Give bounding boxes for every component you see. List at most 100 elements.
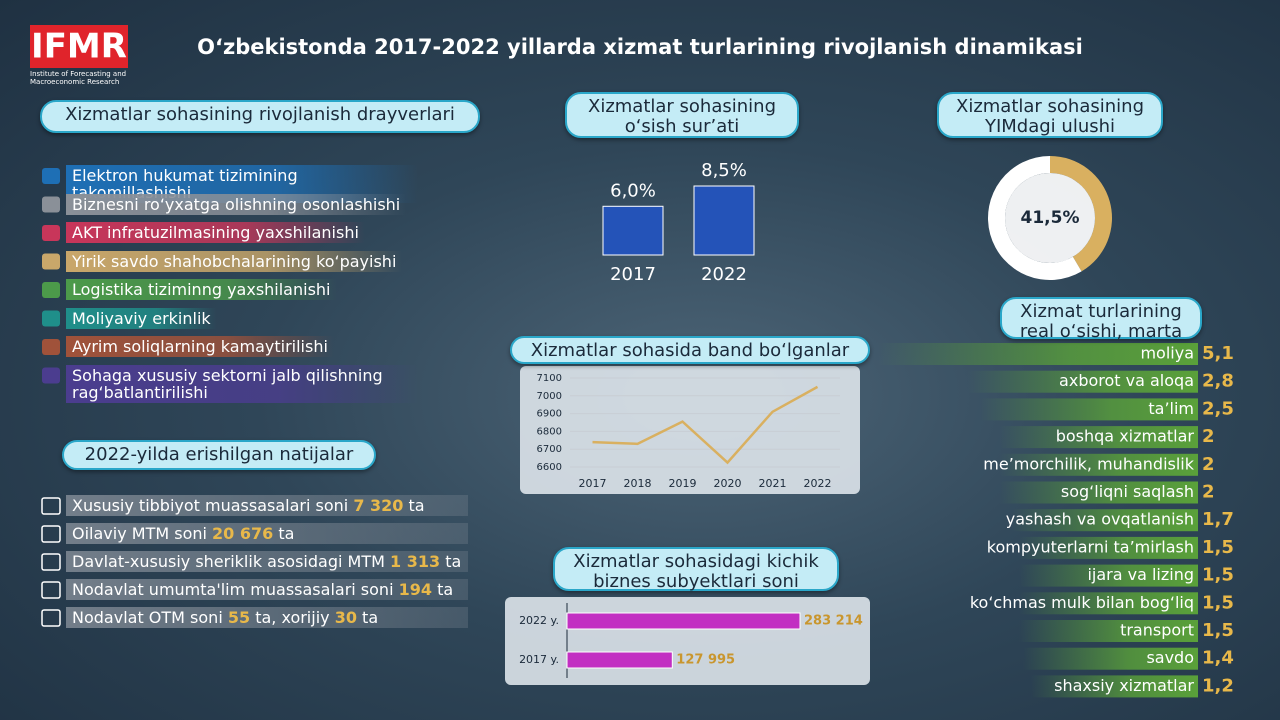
category-label: moliya (1140, 344, 1194, 363)
value-label: 2,8 (1202, 371, 1234, 392)
x-tick-label: 2022 (701, 264, 747, 285)
category-label: ijara va lizing (1087, 565, 1194, 584)
result-number: 194 (398, 580, 432, 599)
x-tick-label: 2022 (804, 477, 832, 490)
line (592, 385, 819, 465)
bar (602, 205, 664, 256)
y-tick-label: 7000 (537, 391, 562, 402)
driver-item: AKT infratuzilmasining yaxshilanishi (66, 222, 365, 243)
bar (1019, 536, 1198, 559)
result-text: ta (356, 608, 379, 627)
y-tick-label: 2022 y. (519, 614, 559, 627)
result-item: Xususiy tibbiyot muassasalari soni 7 320… (66, 495, 468, 516)
result-text: Oilaviy MTM soni (72, 524, 213, 543)
category-label: ta’lim (1148, 399, 1194, 418)
value-label: 1,7 (1202, 509, 1234, 530)
y-tick-label: 6800 (537, 426, 562, 437)
category-label: sog‘liqni saqlash (1061, 482, 1194, 501)
value-label: 6,0% (610, 180, 656, 201)
category-label: savdo (1146, 648, 1194, 667)
section-title: Xizmatlar sohasida band bo‘lganlar (510, 336, 870, 364)
y-tick-label: 2017 y. (519, 653, 559, 666)
logo: IFMR (31, 27, 127, 67)
result-text: Nodavlat umumta'lim muassasalari soni (72, 580, 399, 599)
section-title: Xizmatlar sohasidagi kichik biznes subye… (553, 547, 839, 592)
pie-slice (987, 156, 1082, 281)
x-tick-label: 2018 (624, 477, 652, 490)
value-label: 1,5 (1202, 537, 1234, 558)
hbar-panel (505, 597, 870, 685)
section-title: Xizmatlar sohasining o‘sish sur’ati (565, 92, 799, 138)
bar (1019, 592, 1198, 615)
value-label: 2 (1202, 482, 1215, 503)
category-label: boshqa xizmatlar (1056, 427, 1195, 446)
x-tick-label: 2017 (579, 477, 607, 490)
bar (878, 343, 1198, 365)
driver-item: Yirik savdo shahobchalarining ko‘payishi (66, 250, 403, 272)
category-label: kompyuterlarni ta’mirlash (987, 537, 1194, 556)
section-title: Xizmatlar sohasining YIMdagi ulushi (937, 92, 1163, 138)
value-label: 1,4 (1202, 648, 1234, 669)
y-tick-label: 6700 (537, 444, 562, 455)
driver-icon (42, 310, 60, 327)
bar (999, 426, 1198, 449)
result-item: Nodavlat OTM soni 55 ta, xorijiy 30 ta (66, 607, 468, 628)
result-icon (41, 581, 61, 599)
result-number: 55 (227, 608, 251, 627)
result-text: ta (432, 580, 454, 599)
x-tick-label: 2021 (759, 477, 787, 490)
y-tick-label: 6600 (537, 462, 562, 473)
y-tick-label: 6900 (537, 409, 562, 420)
result-text: ta, xorijiy (250, 608, 335, 627)
driver-item: Ayrim soliqlarning kamaytirilishi (66, 336, 334, 357)
driver-icon (42, 253, 60, 270)
value-label: 1,5 (1202, 592, 1234, 613)
pie-slice (1050, 156, 1112, 272)
value-label: 2,5 (1202, 398, 1234, 419)
value-label: 127 995 (676, 653, 735, 668)
value-label: 41,5% (1021, 208, 1080, 228)
category-label: shaxsiy xizmatlar (1054, 676, 1194, 695)
driver-item: Moliyaviy erkinlik (66, 307, 217, 329)
driver-icon (42, 282, 60, 298)
page-title: O‘zbekistonda 2017-2022 yillarda xizmat … (197, 35, 1083, 59)
result-icon (41, 553, 61, 571)
bar (979, 398, 1198, 421)
result-number: 20 676 (212, 524, 274, 543)
category-label: yashash va ovqatlanish (1006, 510, 1194, 529)
bar (1023, 647, 1198, 670)
bar (1030, 675, 1198, 698)
result-icon (41, 525, 61, 543)
result-text: ta (403, 496, 425, 515)
result-number: 7 320 (353, 496, 404, 515)
x-tick-label: 2019 (669, 477, 697, 490)
driver-item: Sohaga xususiy sektorni jalb qilishning … (66, 364, 418, 403)
driver-item: Logistika tiziminng yaxshilanishi (66, 279, 337, 300)
bar (1019, 564, 1198, 587)
result-icon (41, 609, 61, 627)
logo-subtitle: Institute of Forecasting and Macroeconom… (30, 70, 127, 86)
section-title: 2022-yilda erishilgan natijalar (62, 440, 376, 470)
category-label: me’morchilik, muhandislik (983, 454, 1194, 473)
value-label: 1,5 (1202, 565, 1234, 586)
bar (999, 453, 1198, 476)
driver-icon (42, 339, 60, 355)
value-label: 2 (1202, 454, 1215, 475)
value-label: 1,2 (1202, 675, 1234, 696)
bar (999, 481, 1198, 504)
bar (968, 370, 1198, 393)
result-number: 30 (334, 608, 357, 627)
driver-icon (42, 196, 60, 213)
result-icon (41, 497, 61, 515)
driver-icon (42, 367, 60, 384)
value-label: 283 214 (804, 614, 863, 629)
bar (566, 651, 673, 669)
category-label: ko‘chmas mulk bilan bog‘liq (970, 593, 1194, 612)
pie-hole (1005, 173, 1095, 263)
category-label: axborot va aloqa (1059, 371, 1194, 390)
section-title: Xizmat turlarining real o‘sishi, marta (1000, 297, 1202, 342)
result-text: ta (273, 524, 295, 543)
driver-icon (42, 168, 60, 184)
